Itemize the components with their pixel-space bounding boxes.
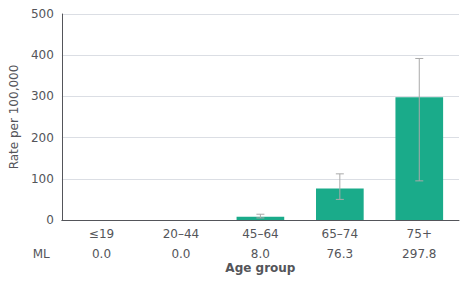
svg-text:Age group: Age group: [225, 261, 295, 275]
svg-text:≤19: ≤19: [89, 227, 114, 241]
svg-text:0.0: 0.0: [92, 247, 111, 261]
svg-text:100: 100: [31, 172, 54, 186]
svg-text:0.0: 0.0: [171, 247, 190, 261]
svg-text:75+: 75+: [407, 227, 432, 241]
svg-text:45–64: 45–64: [242, 227, 279, 241]
svg-text:300: 300: [31, 89, 54, 103]
svg-text:0: 0: [46, 213, 54, 227]
svg-text:20–44: 20–44: [163, 227, 200, 241]
svg-text:200: 200: [31, 131, 54, 145]
svg-text:Rate per 100,000: Rate per 100,000: [7, 65, 21, 170]
svg-text:65–74: 65–74: [322, 227, 359, 241]
svg-text:76.3: 76.3: [326, 247, 353, 261]
svg-text:297.8: 297.8: [402, 247, 436, 261]
svg-text:500: 500: [31, 7, 54, 21]
svg-text:8.0: 8.0: [251, 247, 270, 261]
svg-text:ML: ML: [33, 247, 50, 261]
svg-text:400: 400: [31, 48, 54, 62]
